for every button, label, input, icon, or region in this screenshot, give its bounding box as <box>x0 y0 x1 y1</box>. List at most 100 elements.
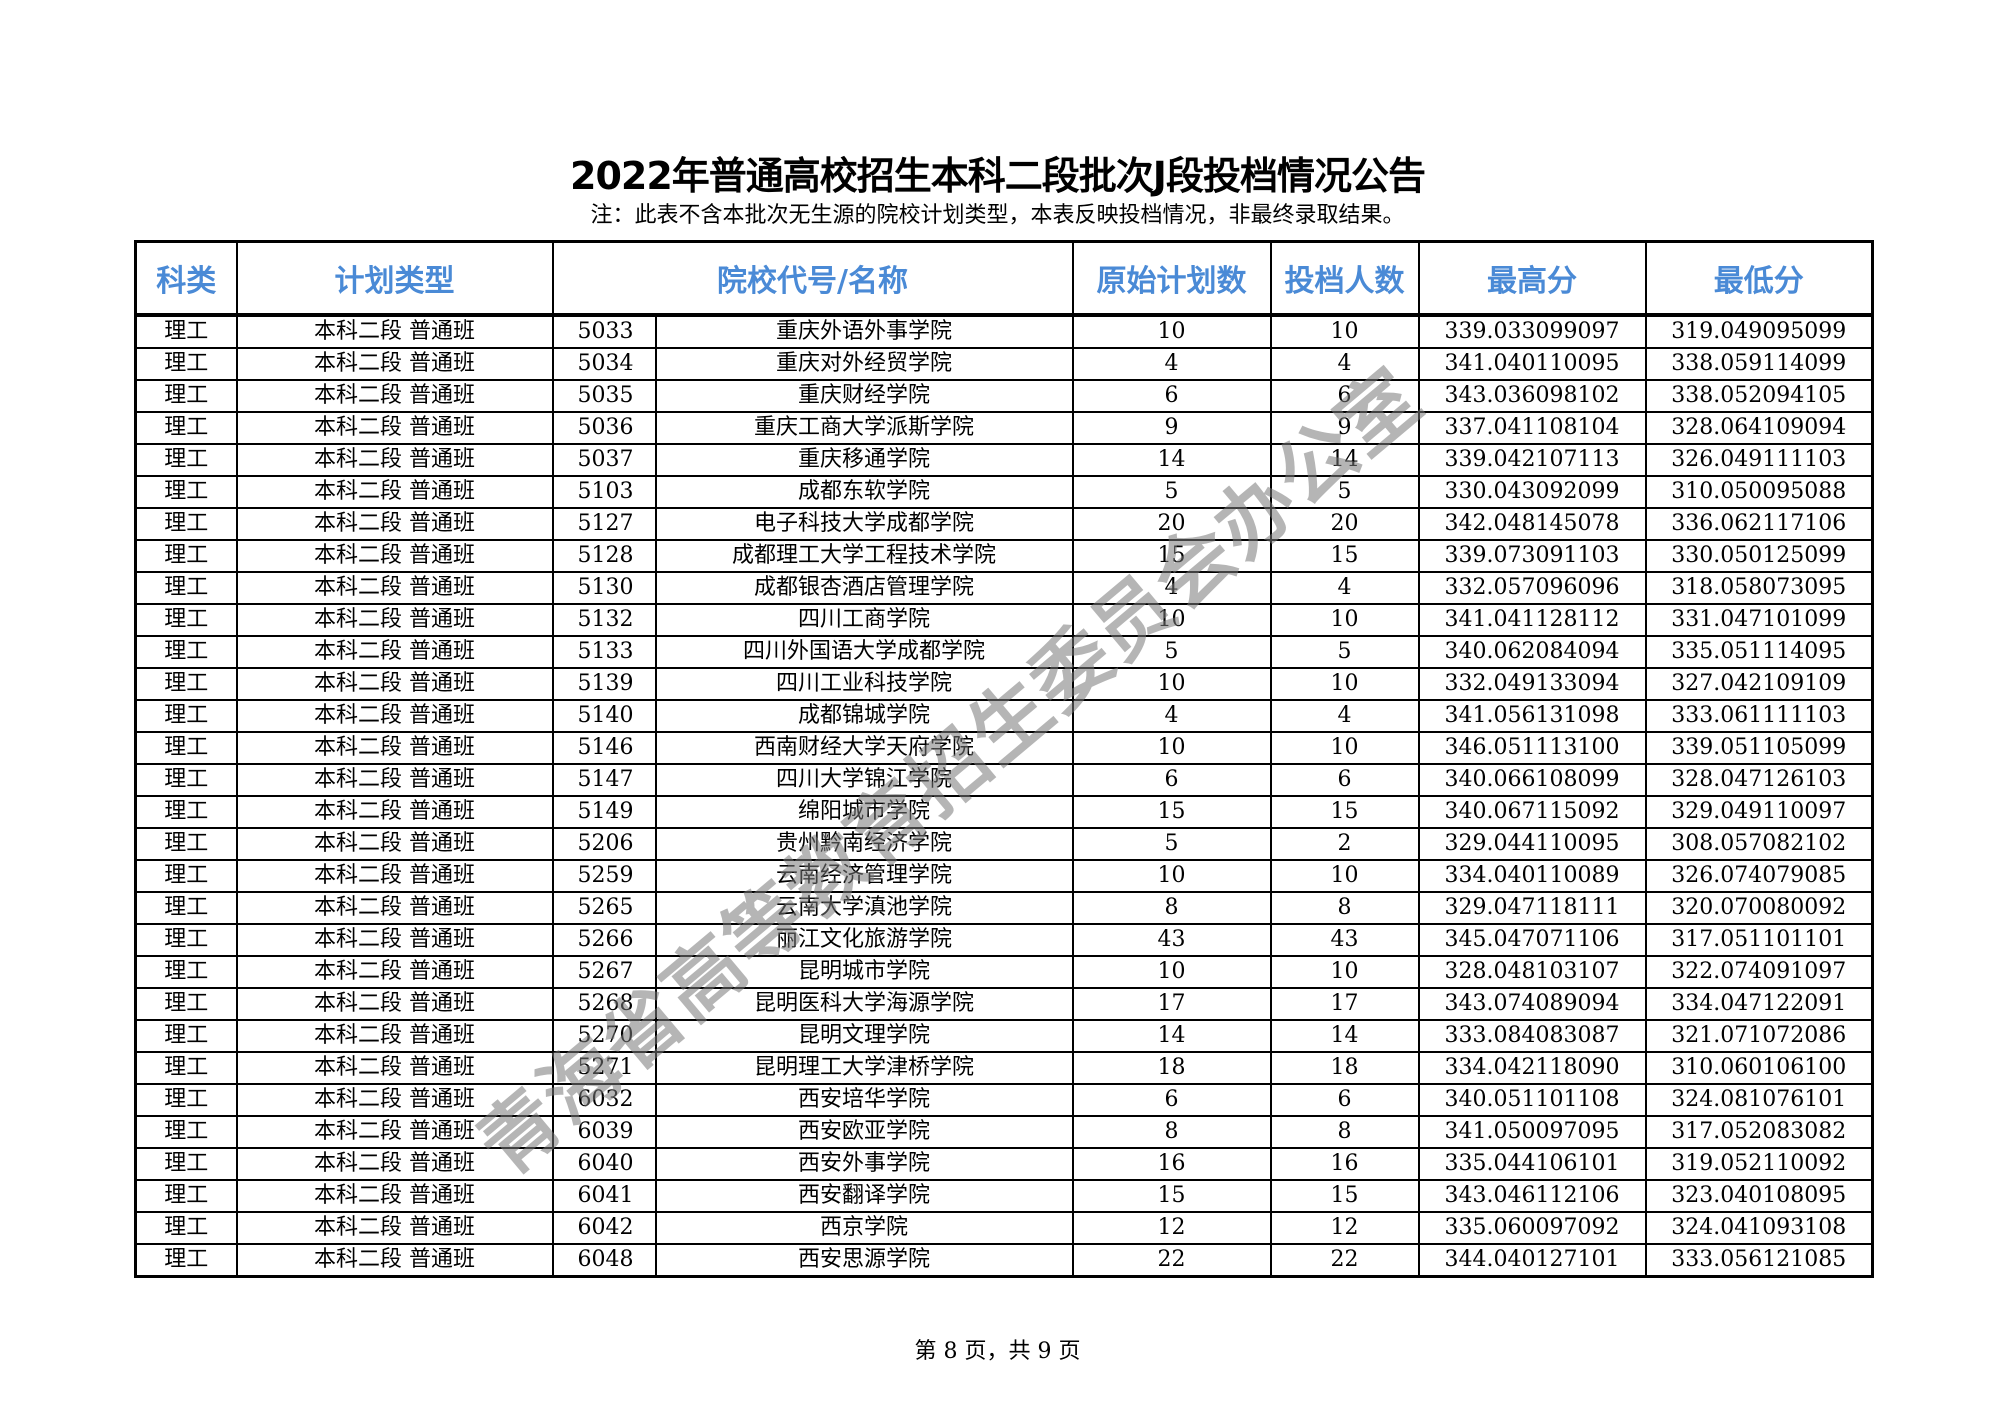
cell-school-code: 5133 <box>551 635 657 669</box>
cell-max-score: 329.047118111 <box>1417 891 1647 925</box>
cell-max-score: 343.074089094 <box>1417 987 1647 1021</box>
cell-school-code: 5132 <box>551 603 657 637</box>
cell-min-score: 324.081076101 <box>1644 1083 1874 1117</box>
table-row: 理工 本科二段 普通班 5270 昆明文理学院 14 14 333.084083087 321… <box>134 1019 1874 1053</box>
cell-min-score: 322.074091097 <box>1644 955 1874 989</box>
cell-admitted: 6 <box>1269 379 1420 413</box>
cell-school-name: 西安翻译学院 <box>654 1179 1074 1213</box>
cell-max-score: 332.049133094 <box>1417 667 1647 701</box>
cell-admitted: 15 <box>1269 1179 1420 1213</box>
cell-school-name: 西安外事学院 <box>654 1147 1074 1181</box>
cell-planned: 6 <box>1071 379 1272 413</box>
cell-school-code: 5128 <box>551 539 657 573</box>
cell-school-name: 昆明城市学院 <box>654 955 1074 989</box>
cell-plan-type: 本科二段 普通班 <box>235 539 554 573</box>
cell-min-score: 331.047101099 <box>1644 603 1874 637</box>
cell-category: 理工 <box>134 955 238 989</box>
cell-planned: 12 <box>1071 1211 1272 1245</box>
cell-min-score: 318.058073095 <box>1644 571 1874 605</box>
cell-school-code: 5268 <box>551 987 657 1021</box>
cell-plan-type: 本科二段 普通班 <box>235 731 554 765</box>
cell-category: 理工 <box>134 539 238 573</box>
cell-planned: 6 <box>1071 763 1272 797</box>
cell-plan-type: 本科二段 普通班 <box>235 635 554 669</box>
cell-min-score: 328.047126103 <box>1644 763 1874 797</box>
cell-max-score: 328.048103107 <box>1417 955 1647 989</box>
cell-school-name: 重庆对外经贸学院 <box>654 347 1074 381</box>
cell-planned: 10 <box>1071 667 1272 701</box>
table-row: 理工 本科二段 普通班 6040 西安外事学院 16 16 335.044106101 319… <box>134 1147 1874 1181</box>
cell-plan-type: 本科二段 普通班 <box>235 859 554 893</box>
cell-min-score: 319.052110092 <box>1644 1147 1874 1181</box>
cell-school-name: 成都银杏酒店管理学院 <box>654 571 1074 605</box>
header-school: 院校代号/名称 <box>551 240 1074 317</box>
cell-plan-type: 本科二段 普通班 <box>235 1019 554 1053</box>
header-plan-type: 计划类型 <box>235 240 554 317</box>
table-row: 理工 本科二段 普通班 5127 电子科技大学成都学院 20 20 342.04814507… <box>134 507 1874 541</box>
cell-school-code: 6040 <box>551 1147 657 1181</box>
cell-category: 理工 <box>134 1211 238 1245</box>
cell-max-score: 334.040110089 <box>1417 859 1647 893</box>
cell-max-score: 341.056131098 <box>1417 699 1647 733</box>
cell-min-score: 334.047122091 <box>1644 987 1874 1021</box>
cell-plan-type: 本科二段 普通班 <box>235 1179 554 1213</box>
cell-planned: 5 <box>1071 635 1272 669</box>
cell-plan-type: 本科二段 普通班 <box>235 571 554 605</box>
table-row: 理工 本科二段 普通班 5132 四川工商学院 10 10 341.041128112 331… <box>134 603 1874 637</box>
cell-school-name: 西安培华学院 <box>654 1083 1074 1117</box>
table-row: 理工 本科二段 普通班 5271 昆明理工大学津桥学院 18 18 334.04211809… <box>134 1051 1874 1085</box>
cell-admitted: 5 <box>1269 475 1420 509</box>
cell-admitted: 10 <box>1269 603 1420 637</box>
cell-category: 理工 <box>134 571 238 605</box>
cell-plan-type: 本科二段 普通班 <box>235 443 554 477</box>
cell-max-score: 341.041128112 <box>1417 603 1647 637</box>
cell-school-name: 四川工业科技学院 <box>654 667 1074 701</box>
table-row: 理工 本科二段 普通班 5103 成都东软学院 5 5 330.043092099 310.0… <box>134 475 1874 509</box>
cell-school-name: 重庆移通学院 <box>654 443 1074 477</box>
cell-school-code: 5146 <box>551 731 657 765</box>
cell-planned: 5 <box>1071 827 1272 861</box>
cell-admitted: 14 <box>1269 443 1420 477</box>
cell-admitted: 17 <box>1269 987 1420 1021</box>
table-row: 理工 本科二段 普通班 5206 贵州黔南经济学院 5 2 329.044110095 308… <box>134 827 1874 861</box>
cell-school-name: 丽江文化旅游学院 <box>654 923 1074 957</box>
cell-plan-type: 本科二段 普通班 <box>235 507 554 541</box>
cell-min-score: 326.049111103 <box>1644 443 1874 477</box>
cell-max-score: 342.048145078 <box>1417 507 1647 541</box>
cell-category: 理工 <box>134 1179 238 1213</box>
cell-plan-type: 本科二段 普通班 <box>235 795 554 829</box>
cell-category: 理工 <box>134 987 238 1021</box>
cell-admitted: 6 <box>1269 1083 1420 1117</box>
table-row: 理工 本科二段 普通班 5034 重庆对外经贸学院 4 4 341.040110095 338… <box>134 347 1874 381</box>
cell-category: 理工 <box>134 635 238 669</box>
document-note: 注：此表不含本批次无生源的院校计划类型，本表反映投档情况，非最终录取结果。 <box>590 203 1405 228</box>
table-row: 理工 本科二段 普通班 6041 西安翻译学院 15 15 343.046112106 323… <box>134 1179 1874 1213</box>
cell-school-name: 云南大学滇池学院 <box>654 891 1074 925</box>
table-row: 理工 本科二段 普通班 5130 成都银杏酒店管理学院 4 4 332.057096096 3… <box>134 571 1874 605</box>
cell-planned: 14 <box>1071 443 1272 477</box>
cell-school-code: 5127 <box>551 507 657 541</box>
cell-category: 理工 <box>134 379 238 413</box>
cell-planned: 16 <box>1071 1147 1272 1181</box>
cell-admitted: 10 <box>1269 955 1420 989</box>
cell-admitted: 4 <box>1269 347 1420 381</box>
cell-category: 理工 <box>134 731 238 765</box>
header-min-score: 最低分 <box>1644 240 1874 317</box>
cell-admitted: 43 <box>1269 923 1420 957</box>
table-row: 理工 本科二段 普通班 5267 昆明城市学院 10 10 328.048103107 322… <box>134 955 1874 989</box>
cell-min-score: 317.051101101 <box>1644 923 1874 957</box>
cell-planned: 14 <box>1071 1019 1272 1053</box>
cell-school-code: 6041 <box>551 1179 657 1213</box>
cell-category: 理工 <box>134 1147 238 1181</box>
table-row: 理工 本科二段 普通班 5146 西南财经大学天府学院 10 10 346.05111310… <box>134 731 1874 765</box>
cell-admitted: 18 <box>1269 1051 1420 1085</box>
cell-category: 理工 <box>134 1115 238 1149</box>
cell-min-score: 330.050125099 <box>1644 539 1874 573</box>
table-row: 理工 本科二段 普通班 5259 云南经济管理学院 10 10 334.040110089 3… <box>134 859 1874 893</box>
cell-max-score: 340.062084094 <box>1417 635 1647 669</box>
cell-plan-type: 本科二段 普通班 <box>235 314 554 349</box>
cell-category: 理工 <box>134 1019 238 1053</box>
cell-school-code: 5139 <box>551 667 657 701</box>
cell-school-code: 5266 <box>551 923 657 957</box>
cell-school-code: 5037 <box>551 443 657 477</box>
